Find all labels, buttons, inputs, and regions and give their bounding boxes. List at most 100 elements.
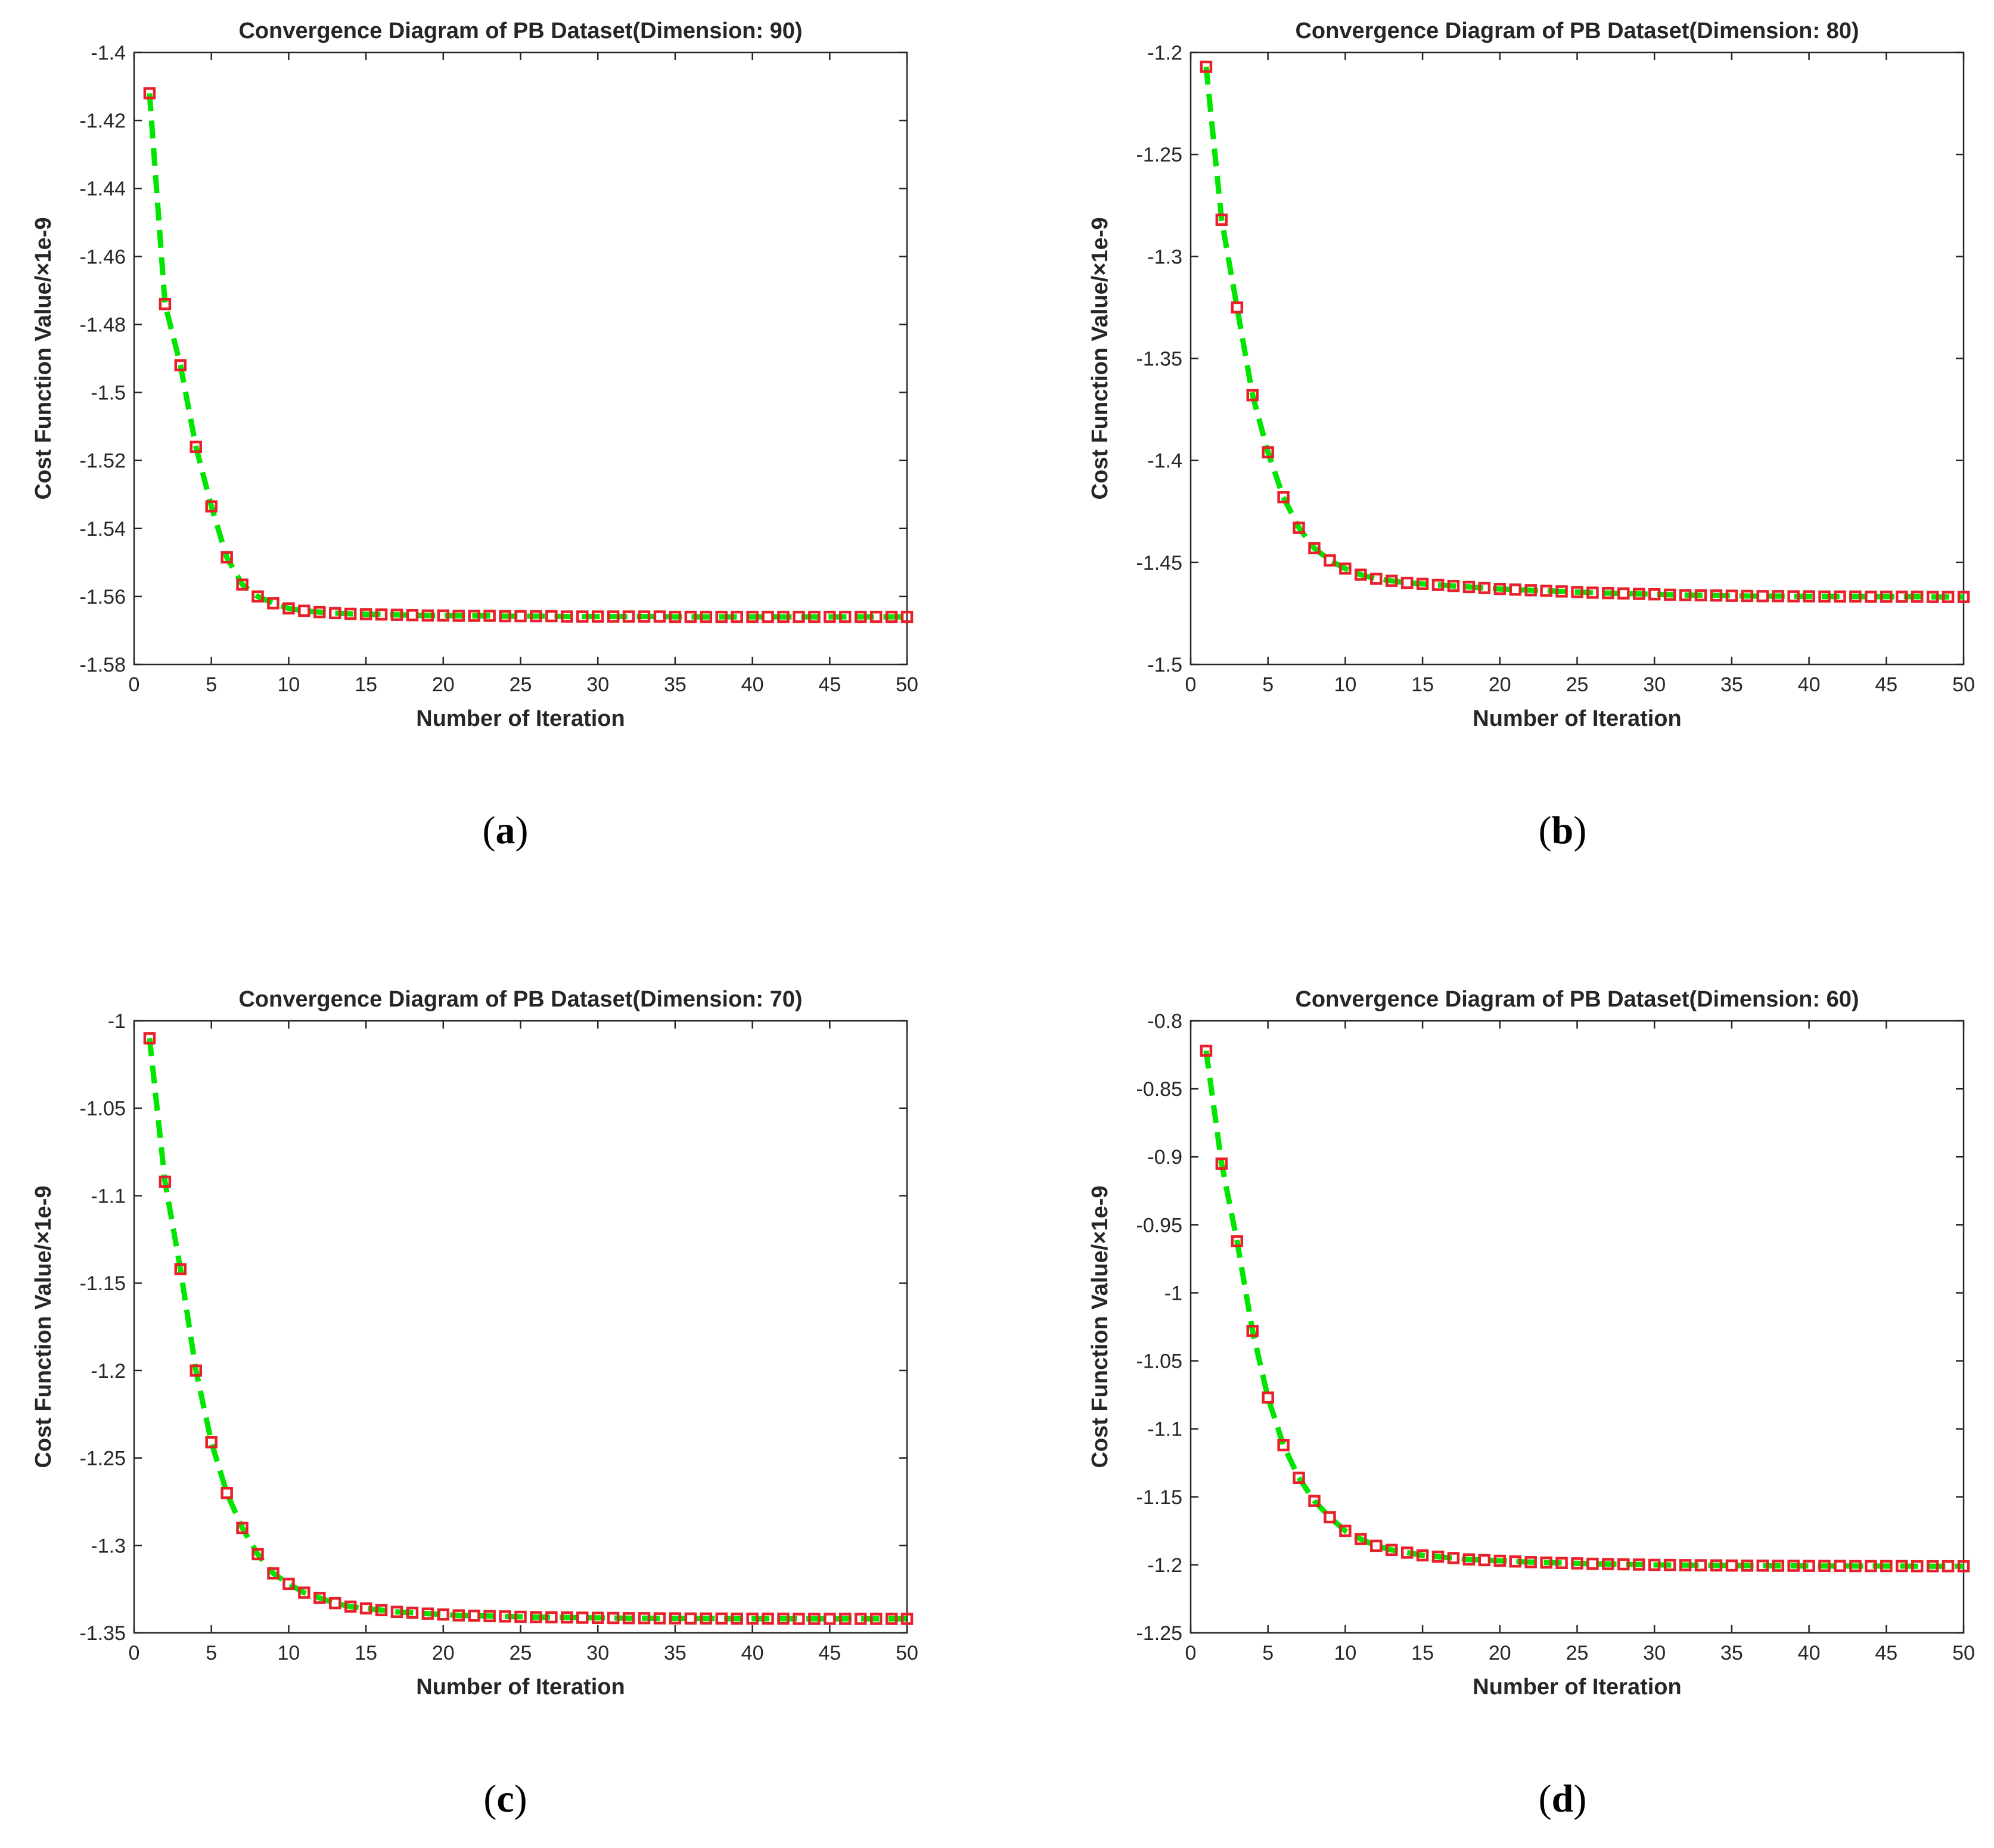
- y-tick-label: -1.2: [1147, 1554, 1182, 1577]
- data-point: [576, 1611, 589, 1624]
- data-point: [298, 1586, 310, 1599]
- data-point: [576, 610, 589, 623]
- data-point: [1370, 572, 1383, 585]
- y-tick-label: -1.2: [91, 1360, 126, 1383]
- data-point: [746, 1612, 759, 1625]
- data-point: [1849, 590, 1862, 603]
- data-point: [1957, 1560, 1970, 1573]
- x-tick-label: 15: [355, 1642, 377, 1664]
- data-point: [220, 1487, 233, 1499]
- data-point: [1849, 1560, 1862, 1573]
- data-point: [638, 1612, 651, 1625]
- data-point: [1926, 1560, 1939, 1573]
- data-point: [1540, 1556, 1552, 1569]
- data-point: [824, 1613, 836, 1625]
- y-axis-label: Cost Function Value/×1e-9: [31, 1185, 56, 1468]
- chart-title: Convergence Diagram of PB Dataset(Dimens…: [1295, 987, 1859, 1012]
- data-point: [1355, 569, 1367, 581]
- data-point: [824, 610, 836, 623]
- data-point: [1262, 1391, 1274, 1404]
- data-point: [545, 1611, 558, 1624]
- x-tick-label: 35: [1720, 1642, 1743, 1664]
- data-point: [313, 1592, 326, 1604]
- y-tick-label: -1.45: [1136, 552, 1183, 574]
- data-point: [344, 1600, 357, 1613]
- data-point: [452, 1609, 465, 1622]
- x-axis-label: Number of Iteration: [1473, 1675, 1681, 1700]
- y-tick-label: -1.42: [80, 110, 126, 132]
- data-point: [190, 1364, 203, 1377]
- x-tick-label: 30: [586, 673, 609, 696]
- data-point: [1308, 1495, 1321, 1507]
- data-point: [483, 1610, 496, 1623]
- data-point: [174, 359, 187, 372]
- plot-area: [1189, 1020, 1965, 1634]
- data-point: [251, 1548, 264, 1561]
- data-point: [390, 1605, 403, 1619]
- data-point: [622, 610, 635, 623]
- x-tick-label: 0: [1185, 673, 1197, 696]
- data-point: [1633, 588, 1645, 600]
- data-point: [762, 610, 774, 623]
- data-point: [1741, 589, 1754, 602]
- data-point: [1524, 584, 1537, 597]
- data-point: [1911, 1560, 1924, 1573]
- data-point: [561, 610, 573, 623]
- data-point: [1231, 301, 1244, 314]
- data-point: [1308, 542, 1321, 555]
- data-point: [1602, 586, 1614, 600]
- data-point: [885, 610, 898, 623]
- data-point: [1200, 1044, 1213, 1057]
- data-point: [1942, 591, 1955, 603]
- x-tick-label: 10: [277, 1642, 300, 1664]
- data-point: [1509, 1555, 1521, 1568]
- data-point: [1803, 1560, 1815, 1572]
- data-point: [1926, 591, 1939, 603]
- data-point: [1246, 1325, 1259, 1337]
- data-point: [1571, 1557, 1583, 1570]
- chart-title: Convergence Diagram of PB Dataset(Dimens…: [238, 987, 802, 1012]
- y-tick-label: -1.4: [1147, 450, 1182, 473]
- data-point: [220, 551, 233, 564]
- y-tick-label: -1.56: [80, 586, 126, 608]
- data-point: [1277, 1439, 1290, 1452]
- data-point: [1324, 554, 1336, 567]
- x-tick-label: 40: [1798, 1642, 1821, 1664]
- x-tick-label: 45: [818, 1642, 841, 1664]
- y-axis-label: Cost Function Value/×1e-9: [1088, 217, 1113, 499]
- data-point: [236, 578, 249, 591]
- data-point: [622, 1612, 635, 1625]
- data-point: [1725, 1559, 1738, 1572]
- data-point: [1586, 1557, 1599, 1570]
- y-tick-label: -1.54: [80, 518, 126, 541]
- plot-area: [133, 1020, 908, 1634]
- data-point: [298, 604, 310, 617]
- chart-title: Convergence Diagram of PB Dataset(Dimens…: [1295, 18, 1859, 44]
- x-tick-label: 35: [1720, 673, 1743, 696]
- data-point: [1447, 579, 1460, 592]
- data-point: [607, 1611, 620, 1625]
- y-tick-label: -1: [108, 1010, 126, 1033]
- y-tick-label: -1.15: [80, 1272, 126, 1295]
- panel-caption: (c): [483, 1777, 527, 1821]
- x-tick-label: 25: [510, 1642, 532, 1664]
- data-point: [1416, 1549, 1429, 1562]
- data-point: [421, 609, 434, 622]
- data-point: [143, 87, 156, 100]
- panel-caption-letter: b: [1552, 809, 1574, 852]
- data-point: [1478, 1554, 1491, 1567]
- data-point: [561, 1611, 573, 1624]
- data-point: [715, 1612, 728, 1625]
- data-point: [1478, 582, 1491, 594]
- x-axis-label: Number of Iteration: [416, 1675, 625, 1700]
- data-point: [1493, 583, 1507, 595]
- data-point: [1803, 590, 1815, 602]
- y-tick-label: -1.5: [1147, 654, 1182, 676]
- data-point: [437, 609, 450, 622]
- data-point: [1400, 1546, 1414, 1559]
- panel-caption: (a): [483, 809, 529, 852]
- data-point: [1880, 591, 1893, 603]
- x-tick-label: 35: [664, 673, 687, 696]
- data-point: [1293, 1471, 1305, 1484]
- data-point: [1633, 1558, 1645, 1571]
